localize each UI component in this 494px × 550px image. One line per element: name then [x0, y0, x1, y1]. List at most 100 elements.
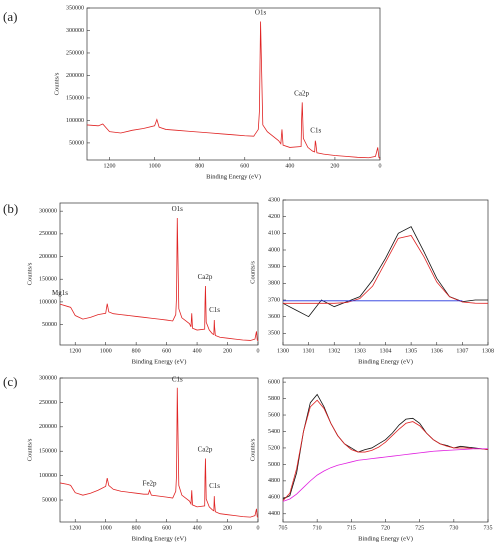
x-tick-label: 200 [330, 163, 339, 169]
y-tick-label: 250000 [39, 400, 57, 406]
x-tick-label: 705 [279, 525, 288, 531]
x-tick-label: 1304 [380, 348, 392, 354]
data-line [86, 21, 381, 159]
y-axis-label: Counts/s [249, 438, 256, 461]
y-tick-label: 250000 [66, 50, 84, 56]
peak-annotation: C1s [209, 306, 220, 314]
y-axis-label: Counts/s [26, 438, 33, 461]
data-line [282, 393, 489, 500]
x-tick-label: 200 [223, 525, 232, 531]
x-tick-label: 1200 [69, 525, 81, 531]
y-tick-label: 350000 [66, 5, 84, 11]
y-tick-label: 200000 [66, 73, 84, 79]
x-tick-label: 1000 [100, 348, 112, 354]
y-tick-label: 5200 [268, 445, 280, 451]
peak-annotation: O1s [172, 205, 184, 213]
x-tick-label: 1000 [100, 525, 112, 531]
x-tick-label: 725 [415, 525, 424, 531]
y-tick-label: 200000 [39, 254, 57, 260]
data-line [59, 387, 259, 518]
x-tick-label: 0 [257, 348, 260, 354]
x-tick-label: 1303 [354, 348, 366, 354]
x-tick-label: 1302 [328, 348, 340, 354]
data-line [282, 399, 489, 501]
y-tick-label: 5800 [268, 396, 280, 402]
x-tick-label: 400 [285, 163, 294, 169]
plot-frame [59, 202, 259, 346]
y-axis-label: Counts/s [26, 262, 33, 285]
x-tick-label: 730 [449, 525, 458, 531]
y-tick-label: 5400 [268, 429, 280, 435]
y-tick-label: 100000 [39, 473, 57, 479]
y-tick-label: 4200 [268, 214, 280, 220]
y-tick-label: 4000 [268, 247, 280, 253]
plot-frame [86, 7, 381, 161]
y-tick-label: 3500 [268, 331, 280, 337]
y-tick-label: 4300 [268, 197, 280, 203]
peak-annotation: C1s [172, 375, 183, 383]
x-tick-label: 200 [223, 348, 232, 354]
x-tick-label: 400 [193, 525, 202, 531]
y-axis-label: Counts/s [53, 72, 60, 95]
x-tick-label: 1200 [69, 348, 81, 354]
peak-annotation: Fe2p [143, 479, 158, 487]
x-tick-label: 800 [132, 525, 141, 531]
y-tick-label: 3600 [268, 314, 280, 320]
x-tick-label: 1306 [431, 348, 443, 354]
y-tick-label: 150000 [39, 449, 57, 455]
y-tick-label: 200000 [39, 424, 57, 430]
peak-annotation: Ca2p [294, 90, 309, 98]
plot-frame [59, 377, 259, 523]
y-tick-label: 3700 [268, 297, 280, 303]
y-axis-label: Counts/s [249, 261, 256, 284]
x-tick-label: 600 [162, 348, 171, 354]
x-tick-label: 1000 [149, 163, 161, 169]
x-axis-label: Binding Energy (eV) [132, 358, 187, 365]
y-tick-label: 5600 [268, 412, 280, 418]
y-tick-label: 100000 [66, 118, 84, 124]
plot-frame [282, 199, 489, 346]
peak-annotation: O1s [255, 9, 267, 17]
x-tick-label: 0 [379, 163, 382, 169]
x-tick-label: 720 [381, 525, 390, 531]
y-tick-label: 4600 [268, 495, 280, 501]
x-tick-label: 1300 [277, 348, 289, 354]
y-tick-label: 50000 [42, 497, 57, 503]
y-tick-label: 50000 [42, 322, 57, 328]
peak-annotation: C1s [209, 482, 220, 490]
y-tick-label: 300000 [66, 28, 84, 34]
y-tick-label: 250000 [39, 231, 57, 237]
y-tick-label: 300000 [39, 209, 57, 215]
y-tick-label: 300000 [39, 375, 57, 381]
data-line [59, 217, 259, 342]
y-tick-label: 100000 [39, 299, 57, 305]
panel-label: (c) [3, 374, 17, 389]
y-tick-label: 3900 [268, 264, 280, 270]
y-tick-label: 4800 [268, 478, 280, 484]
y-tick-label: 6000 [268, 379, 280, 385]
x-tick-label: 1307 [456, 348, 468, 354]
data-line [282, 448, 488, 502]
x-tick-label: 1308 [482, 348, 494, 354]
y-tick-label: 150000 [39, 277, 57, 283]
x-tick-label: 710 [313, 525, 322, 531]
y-tick-label: 150000 [66, 95, 84, 101]
x-tick-label: 800 [195, 163, 204, 169]
x-tick-label: 0 [257, 525, 260, 531]
y-tick-label: 50000 [69, 140, 84, 146]
data-line [283, 235, 489, 304]
x-axis-label: Binding Energy (eV) [358, 535, 413, 542]
x-tick-label: 715 [347, 525, 356, 531]
panel-label: (a) [3, 9, 17, 24]
peak-annotation: Ca2p [198, 273, 213, 281]
x-axis-label: Binding Energy (eV) [358, 358, 413, 365]
x-tick-label: 1301 [303, 348, 315, 354]
peak-annotation: C1s [310, 126, 321, 134]
peak-annotation: Mg1s [52, 289, 68, 297]
x-tick-label: 1200 [104, 163, 116, 169]
y-tick-label: 3800 [268, 281, 280, 287]
x-tick-label: 600 [240, 163, 249, 169]
x-tick-label: 600 [162, 525, 171, 531]
y-tick-label: 4400 [268, 511, 280, 517]
